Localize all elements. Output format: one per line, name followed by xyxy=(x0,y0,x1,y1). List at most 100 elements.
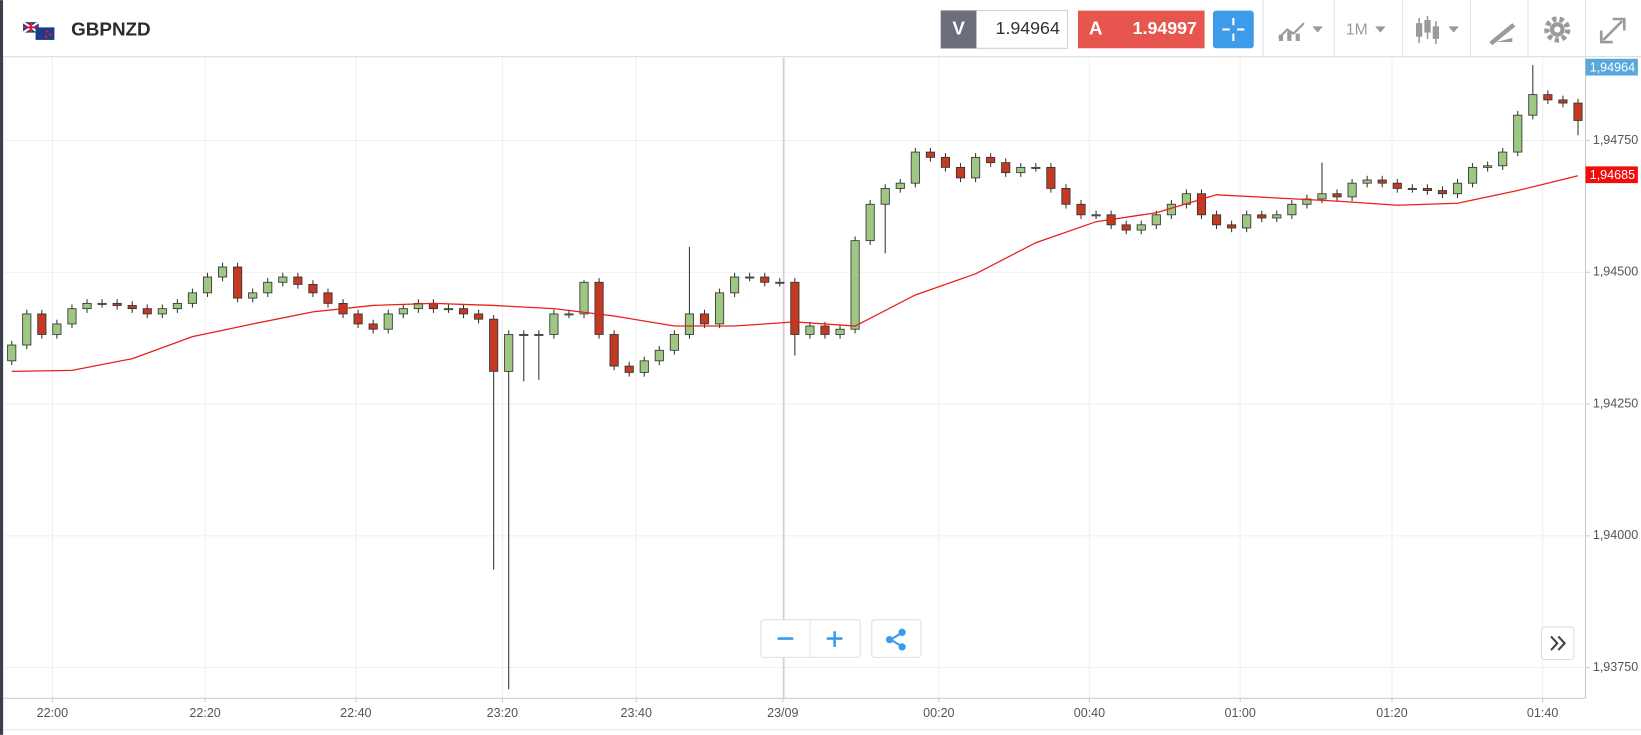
timeframe-button[interactable]: 1M xyxy=(1346,22,1386,39)
candle-body xyxy=(1528,94,1538,116)
candle-body xyxy=(910,151,920,184)
candle-body xyxy=(1196,193,1207,216)
candle-body xyxy=(1362,179,1372,184)
buy-label[interactable]: A xyxy=(1089,17,1103,38)
candle-body xyxy=(52,323,62,335)
candle-body xyxy=(1452,182,1463,195)
x-tick-label: 01:00 xyxy=(1224,706,1255,720)
candle-body xyxy=(82,302,92,310)
candle-body xyxy=(489,318,499,372)
candle-body xyxy=(820,325,830,335)
candle-body xyxy=(730,276,740,294)
candle-body xyxy=(293,276,303,285)
candle-body xyxy=(549,313,559,335)
candle-body xyxy=(519,334,529,336)
candle-body xyxy=(474,313,484,320)
candle-body xyxy=(353,313,363,325)
candle-body xyxy=(971,156,981,179)
sell-price[interactable]: 1.94964 xyxy=(996,18,1060,38)
axes: 1,93750 1,94000 1,94250 1,94500 1,94750 22:00… xyxy=(37,58,1638,720)
chart-type-button[interactable] xyxy=(1415,15,1459,45)
candle-body xyxy=(684,313,694,335)
indicator-button[interactable] xyxy=(1278,22,1323,41)
candle-body xyxy=(142,308,152,315)
candle-body xyxy=(233,266,243,299)
candle-body xyxy=(579,281,589,315)
candle-body xyxy=(925,151,935,158)
candle-body xyxy=(1211,214,1222,226)
x-tick-label: 22:20 xyxy=(189,706,220,720)
candle-body xyxy=(1257,214,1267,219)
buy-price[interactable]: 1.94997 xyxy=(1133,18,1197,38)
buy-button[interactable]: A 1.94997 xyxy=(1077,10,1205,49)
x-tick-label: 23/09 xyxy=(767,706,798,720)
x-tick-label: 23:20 xyxy=(487,706,518,720)
candle-body xyxy=(775,281,785,284)
candle-body xyxy=(1091,214,1101,217)
buy-box[interactable] xyxy=(1077,10,1205,49)
x-tick-label: 01:40 xyxy=(1527,706,1558,720)
candle-body xyxy=(1347,182,1357,198)
y-tick-label: 1,94500 xyxy=(1593,265,1638,279)
candle-body xyxy=(308,283,318,294)
candle-body xyxy=(443,308,454,311)
candle-body xyxy=(594,281,604,335)
y-tick-label: 1,94250 xyxy=(1593,396,1638,410)
candle-body xyxy=(1392,182,1402,189)
zoom-in-button[interactable] xyxy=(826,631,843,647)
candle-body xyxy=(1468,166,1478,184)
candle-body xyxy=(383,313,393,330)
x-tick-label: 01:20 xyxy=(1376,706,1407,720)
grid xyxy=(4,57,1586,699)
candle-body xyxy=(865,203,875,242)
settings-button[interactable] xyxy=(1544,16,1571,43)
price-tag-label: 1,94964 xyxy=(1590,60,1635,74)
candle-body xyxy=(564,313,574,316)
toolbar-separators xyxy=(1262,0,1587,57)
candle-body xyxy=(1136,224,1146,231)
crosshair-button[interactable] xyxy=(1212,10,1254,49)
candle-body xyxy=(1558,99,1568,104)
candle-body xyxy=(248,292,258,299)
x-tick-label: 22:40 xyxy=(340,706,371,720)
candle-body xyxy=(534,334,544,336)
x-tick-label: 00:20 xyxy=(923,706,954,720)
candle-body xyxy=(202,276,213,294)
sell-label-box[interactable] xyxy=(940,10,977,49)
candle-body xyxy=(880,188,890,205)
share-button[interactable] xyxy=(871,619,922,658)
price-tag-label: 1,94685 xyxy=(1590,168,1635,182)
candle-body xyxy=(699,313,710,325)
zoom-controls xyxy=(760,619,922,658)
price-tag xyxy=(1585,166,1638,184)
candle-body xyxy=(1422,188,1432,191)
candle-body xyxy=(278,276,288,283)
candle-body xyxy=(1513,114,1523,153)
candle-body xyxy=(1272,214,1282,219)
scroll-to-end-button[interactable] xyxy=(1541,626,1575,661)
candle-body xyxy=(955,166,966,179)
candle-body xyxy=(760,276,770,283)
sell-button[interactable]: V 1.94964 xyxy=(940,10,1069,49)
candle-body xyxy=(1498,151,1508,167)
candle-body xyxy=(835,328,845,335)
candle-body xyxy=(458,308,469,315)
candle-body xyxy=(940,156,951,168)
candle-body xyxy=(1483,165,1493,168)
candle-body xyxy=(97,302,107,305)
sell-label[interactable]: V xyxy=(952,17,965,38)
candle-body xyxy=(1407,188,1417,190)
left-edge xyxy=(0,0,4,735)
fullscreen-button[interactable] xyxy=(1599,17,1626,44)
candle-body xyxy=(654,349,664,362)
candle-body xyxy=(172,302,182,310)
drawing-tools-button[interactable] xyxy=(1489,23,1516,46)
header-bar xyxy=(3,0,1641,57)
timeframe[interactable]: 1M xyxy=(1346,22,1368,39)
candle-body xyxy=(1061,188,1071,205)
y-tick-label: 1,94750 xyxy=(1593,133,1638,147)
candle-body xyxy=(1377,179,1387,184)
candle-body xyxy=(669,334,679,351)
